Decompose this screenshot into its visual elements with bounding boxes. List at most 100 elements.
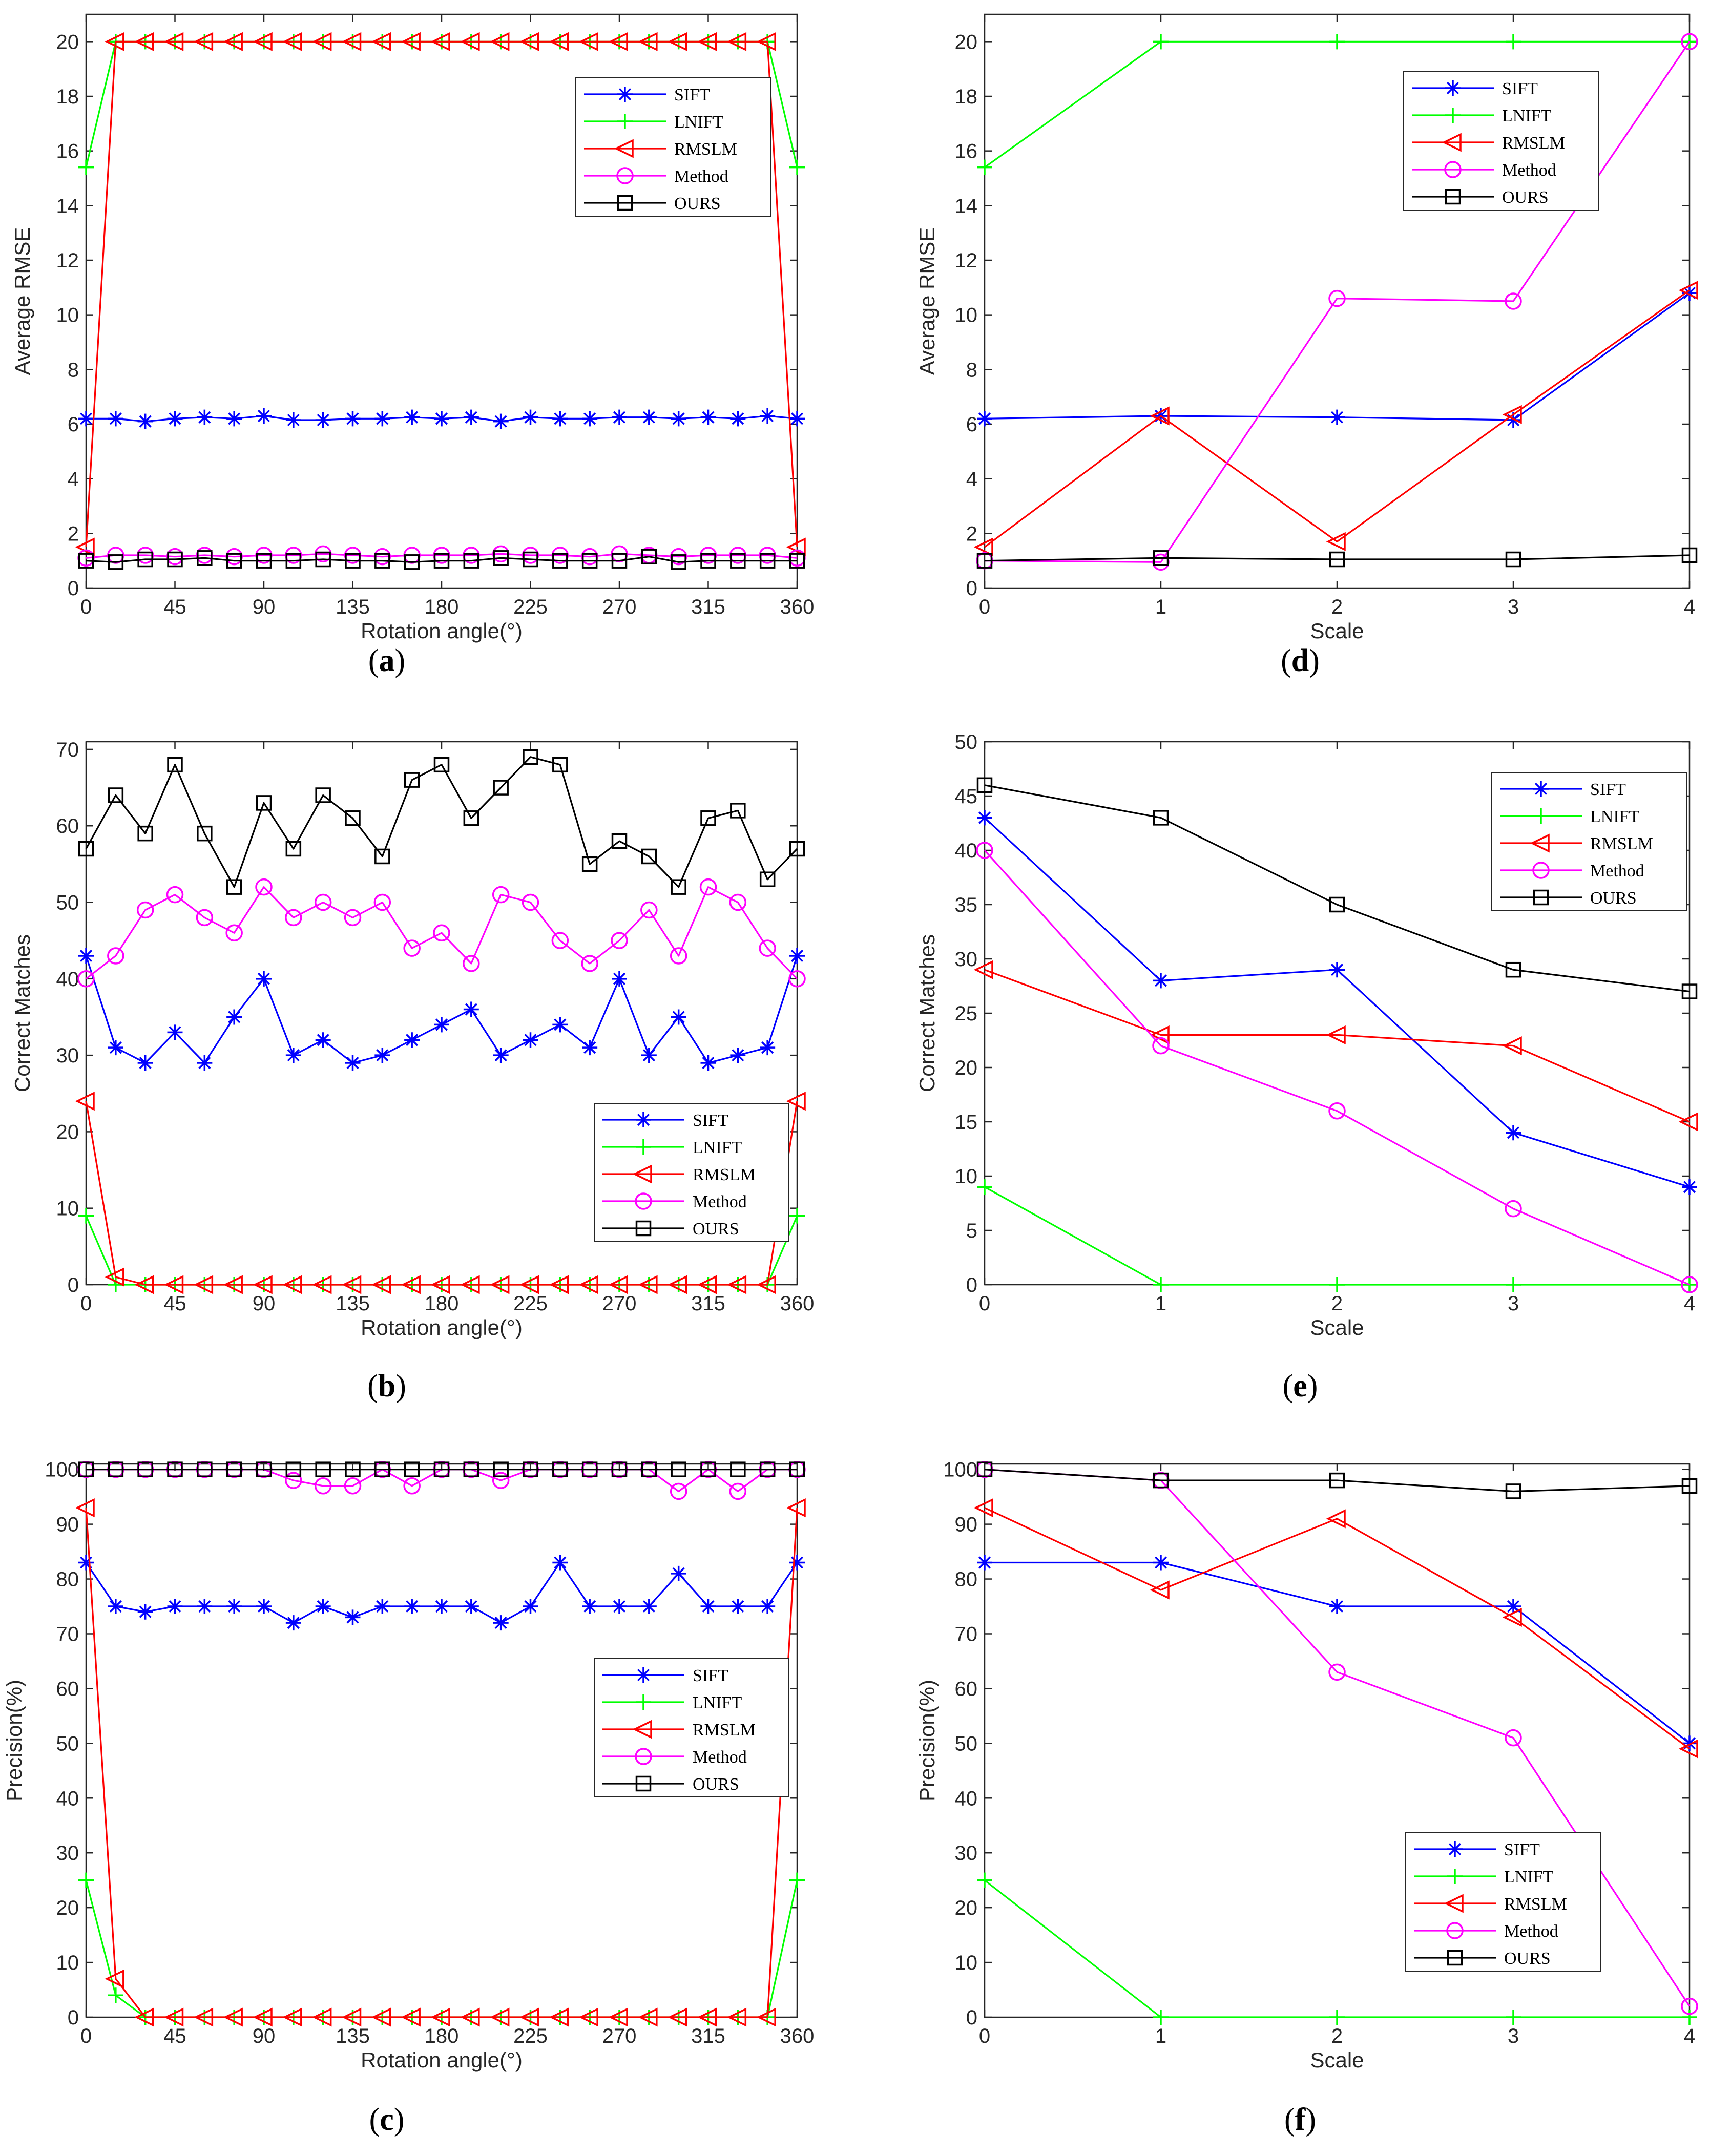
series-line-rmslm — [85, 40, 798, 548]
x-tick-label: 180 — [425, 1292, 459, 1315]
data-point-ours — [345, 810, 361, 826]
data-point-sift — [108, 411, 123, 427]
data-point-sift — [197, 409, 213, 425]
data-point-rmslm — [786, 1498, 806, 1518]
y-tick-label: 10 — [955, 1165, 978, 1188]
series-rmslm — [75, 1092, 806, 1294]
data-point-rmslm — [608, 2007, 628, 2027]
data-point-ours — [433, 1461, 450, 1477]
legend-box — [1405, 1832, 1601, 1972]
data-point-sift — [552, 411, 568, 427]
data-point-sift — [760, 1599, 776, 1615]
data-point-sift — [345, 1609, 361, 1625]
data-point-ours — [493, 780, 509, 796]
data-point-sift — [108, 1040, 123, 1056]
data-point-ours — [789, 841, 805, 857]
data-point-ours — [1505, 551, 1521, 568]
series-lnift — [977, 34, 1697, 175]
data-point-lnift — [789, 159, 805, 175]
data-point-sift — [167, 411, 183, 427]
y-tick-label: 45 — [955, 785, 978, 808]
data-point-rmslm — [519, 2007, 539, 2027]
y-tick-label: 40 — [56, 968, 79, 991]
legend-marker-ours — [635, 1220, 652, 1237]
data-point-ours — [108, 787, 124, 803]
chart-c: 0 45 90 135 180 225 270 315 360 0 10 20 30 40 50 60 70 80… — [2, 1459, 814, 2137]
data-point-sift — [1329, 409, 1345, 425]
data-point-ours — [315, 787, 331, 803]
data-point-method — [1681, 1997, 1698, 2015]
data-point-sift — [1682, 285, 1697, 301]
data-point-ours — [759, 1461, 776, 1477]
series-ours — [78, 549, 805, 570]
legend-marker-sift — [1533, 781, 1549, 797]
y-tick-label: 0 — [966, 577, 977, 600]
data-point-ours — [976, 553, 993, 569]
x-tick-label: 45 — [163, 2025, 186, 2047]
y-tick-label: 4 — [966, 468, 977, 491]
legend-label-rmslm: RMSLM — [1504, 1895, 1567, 1914]
data-point-ours — [1153, 550, 1169, 566]
x-tick-label: 0 — [979, 1292, 990, 1315]
data-point-method — [344, 1477, 362, 1495]
data-point-sift — [1153, 1555, 1169, 1571]
y-tick-label: 40 — [955, 840, 978, 862]
y-tick-label: 18 — [955, 86, 978, 108]
legend-marker-sift — [636, 1667, 651, 1683]
data-point-ours — [78, 841, 94, 857]
x-tick-label: 225 — [513, 596, 548, 618]
data-point-rmslm — [519, 32, 539, 51]
data-point-method — [699, 878, 717, 896]
y-tick-label: 100 — [943, 1459, 977, 1481]
data-point-method — [403, 939, 421, 957]
legend-marker-rmslm — [614, 139, 634, 158]
y-tick-label: 4 — [68, 468, 79, 491]
data-point-method — [788, 970, 806, 988]
legend-label-rmslm: RMSLM — [1502, 134, 1565, 153]
legend-marker-ours — [1447, 1950, 1463, 1966]
y-axis-label: Precision(%) — [2, 1680, 26, 1802]
data-point-lnift — [108, 1987, 123, 2003]
series-line-method — [984, 41, 1691, 563]
data-point-sift — [523, 1032, 538, 1048]
data-point-method — [551, 932, 569, 949]
y-tick-label: 90 — [56, 1514, 79, 1536]
series-ours — [976, 547, 1698, 569]
data-point-lnift — [78, 1872, 94, 1888]
x-tick-label: 3 — [1508, 596, 1519, 618]
legend-marker-sift — [1447, 1841, 1463, 1857]
legend-label-sift: SIFT — [1504, 1840, 1540, 1859]
data-point-sift — [374, 1599, 390, 1615]
data-point-sift — [612, 1599, 627, 1615]
legend-marker-ours — [1533, 889, 1549, 906]
data-point-lnift — [1506, 2010, 1521, 2025]
data-point-lnift — [1329, 1277, 1345, 1292]
data-point-rmslm — [312, 32, 332, 51]
data-point-sift — [463, 409, 479, 425]
data-point-ours — [285, 1461, 302, 1477]
x-tick-label: 360 — [780, 1292, 815, 1315]
data-point-method — [136, 901, 154, 919]
data-point-sift — [552, 1555, 568, 1571]
y-tick-label: 30 — [955, 948, 978, 971]
x-tick-label: 315 — [691, 1292, 725, 1315]
legend-marker-sift — [636, 1112, 651, 1127]
data-point-sift — [760, 1040, 776, 1056]
y-tick-label: 10 — [955, 304, 978, 327]
y-tick-label: 30 — [56, 1842, 79, 1865]
caption-close-paren: ) — [395, 1369, 406, 1404]
caption-open-paren: ( — [1283, 1369, 1294, 1404]
legend-label-sift: SIFT — [674, 86, 710, 104]
series-sift — [78, 408, 805, 429]
x-tick-label: 0 — [979, 596, 990, 618]
data-point-method — [1681, 1276, 1698, 1293]
series-line-method — [984, 849, 1690, 1286]
data-point-rmslm — [727, 2007, 747, 2027]
data-point-sift — [1506, 1125, 1521, 1141]
data-point-sift — [641, 409, 657, 425]
data-point-ours — [789, 1461, 805, 1477]
legend: SIFT LNIFT RMSLM Method OURS — [1405, 1832, 1601, 1972]
data-point-ours — [700, 553, 716, 569]
data-point-lnift — [789, 1872, 805, 1888]
